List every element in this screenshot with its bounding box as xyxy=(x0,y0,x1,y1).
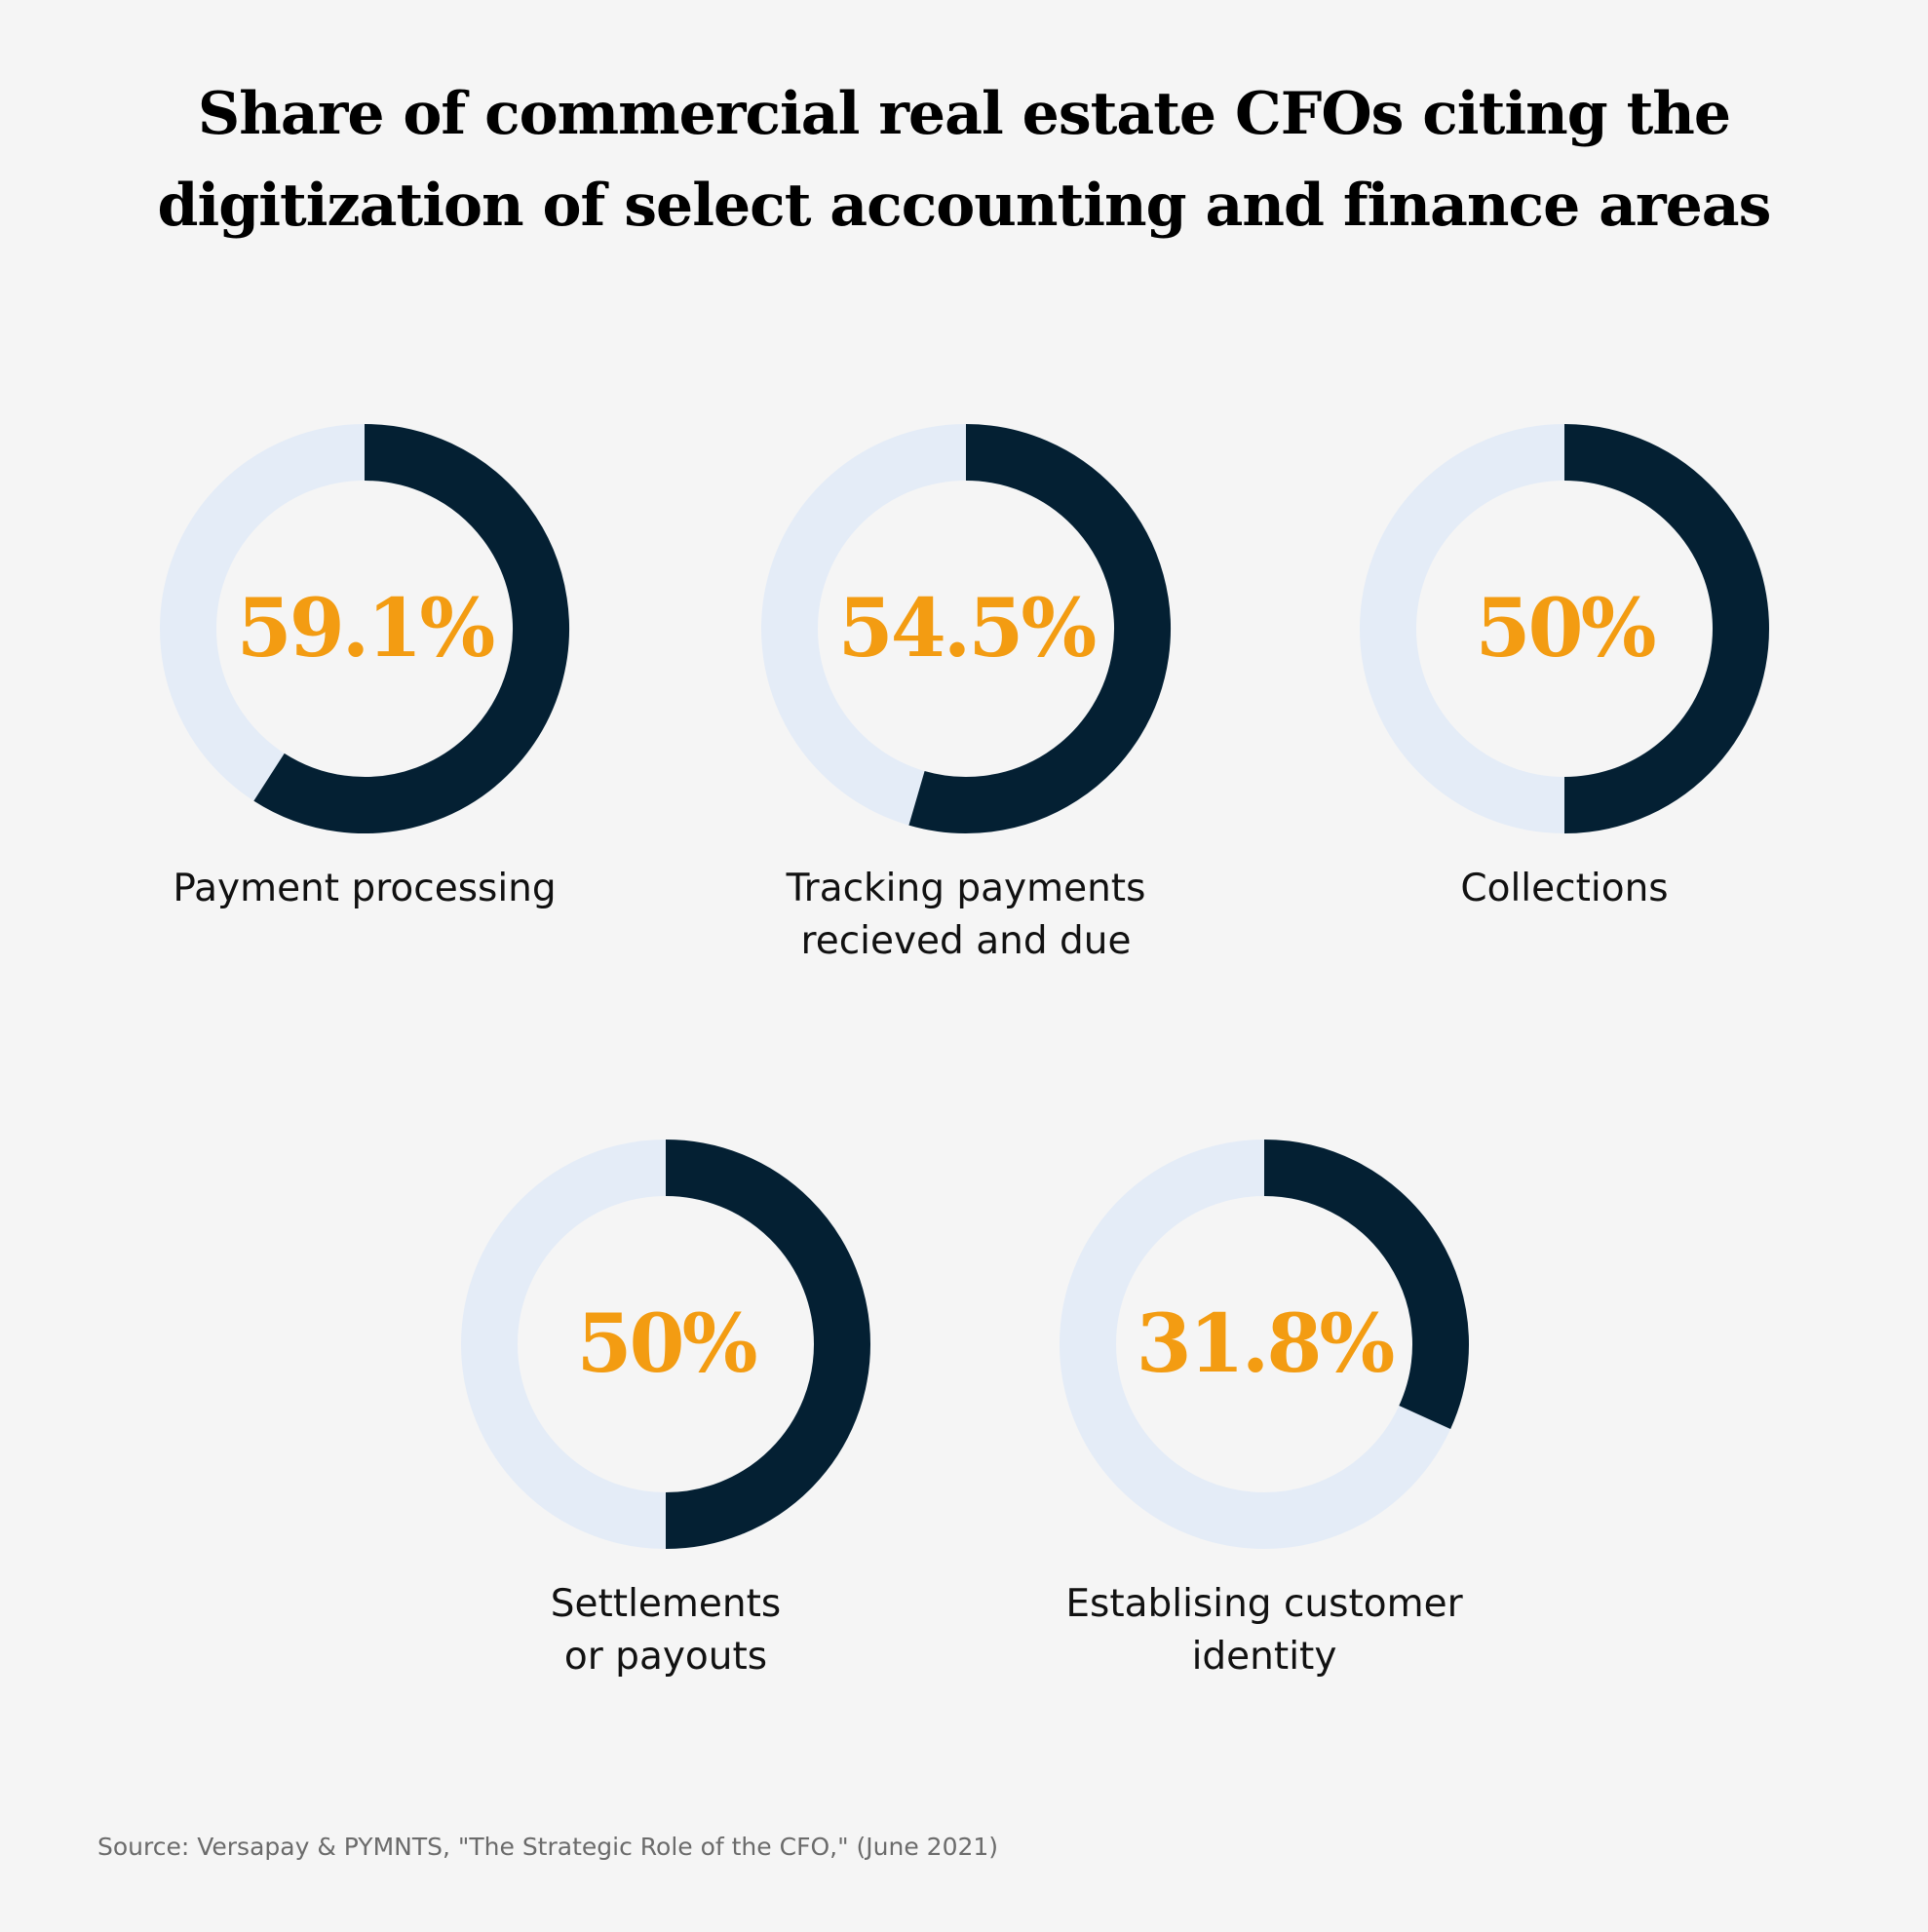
donut-value-label: 59.1% xyxy=(236,582,496,676)
donut-value-label: 54.5% xyxy=(837,582,1098,676)
category-label-line: recieved and due xyxy=(800,919,1132,963)
donut-payment-processing: 59.1% xyxy=(150,414,579,843)
category-label-line: Tracking payments xyxy=(786,867,1146,910)
donut-fill-arc xyxy=(1263,1140,1469,1429)
category-label-line: Establising customer xyxy=(1065,1582,1463,1626)
donut-chart-svg xyxy=(761,424,1171,833)
donut-fill-arc xyxy=(253,424,569,833)
donut-chart-svg xyxy=(1060,1140,1469,1549)
category-label-line: identity xyxy=(1191,1635,1337,1679)
donut-tracking-payments: 54.5% xyxy=(752,414,1180,843)
donut-category-label: Tracking payments recieved and due xyxy=(693,863,1239,968)
chart-title-line-2: digitization of select accounting and fi… xyxy=(157,172,1772,240)
category-label-line: Collections xyxy=(1460,867,1669,910)
donut-chart-svg xyxy=(1360,424,1769,833)
donut-chart-svg xyxy=(160,424,569,833)
donut-category-label: Establising customer identity xyxy=(991,1578,1537,1683)
donut-value-label: 31.8% xyxy=(1136,1297,1396,1391)
donut-settlements: 50% xyxy=(451,1130,880,1559)
donut-fill-arc xyxy=(908,424,1171,833)
donut-value-label: 50% xyxy=(1475,582,1656,676)
donut-customer-identity: 31.8% xyxy=(1050,1130,1479,1559)
donut-value-label: 50% xyxy=(576,1297,757,1391)
category-label-line: Settlements xyxy=(550,1582,782,1626)
category-label-line: Payment processing xyxy=(173,867,557,910)
donut-fill-arc xyxy=(1563,424,1769,833)
category-label-line: or payouts xyxy=(563,1635,768,1679)
donut-category-label: Payment processing xyxy=(92,863,637,915)
chart-title-line-1: Share of commercial real estate CFOs cit… xyxy=(197,80,1731,148)
donut-category-label: Settlements or payouts xyxy=(393,1578,939,1683)
donut-collections: 50% xyxy=(1350,414,1779,843)
donut-chart-svg xyxy=(461,1140,870,1549)
donut-fill-arc xyxy=(665,1140,870,1549)
donut-category-label: Collections xyxy=(1292,863,1837,915)
chart-title: Share of commercial real estate CFOs cit… xyxy=(0,68,1928,251)
source-note: Source: Versapay & PYMNTS, "The Strategi… xyxy=(97,1833,999,1861)
